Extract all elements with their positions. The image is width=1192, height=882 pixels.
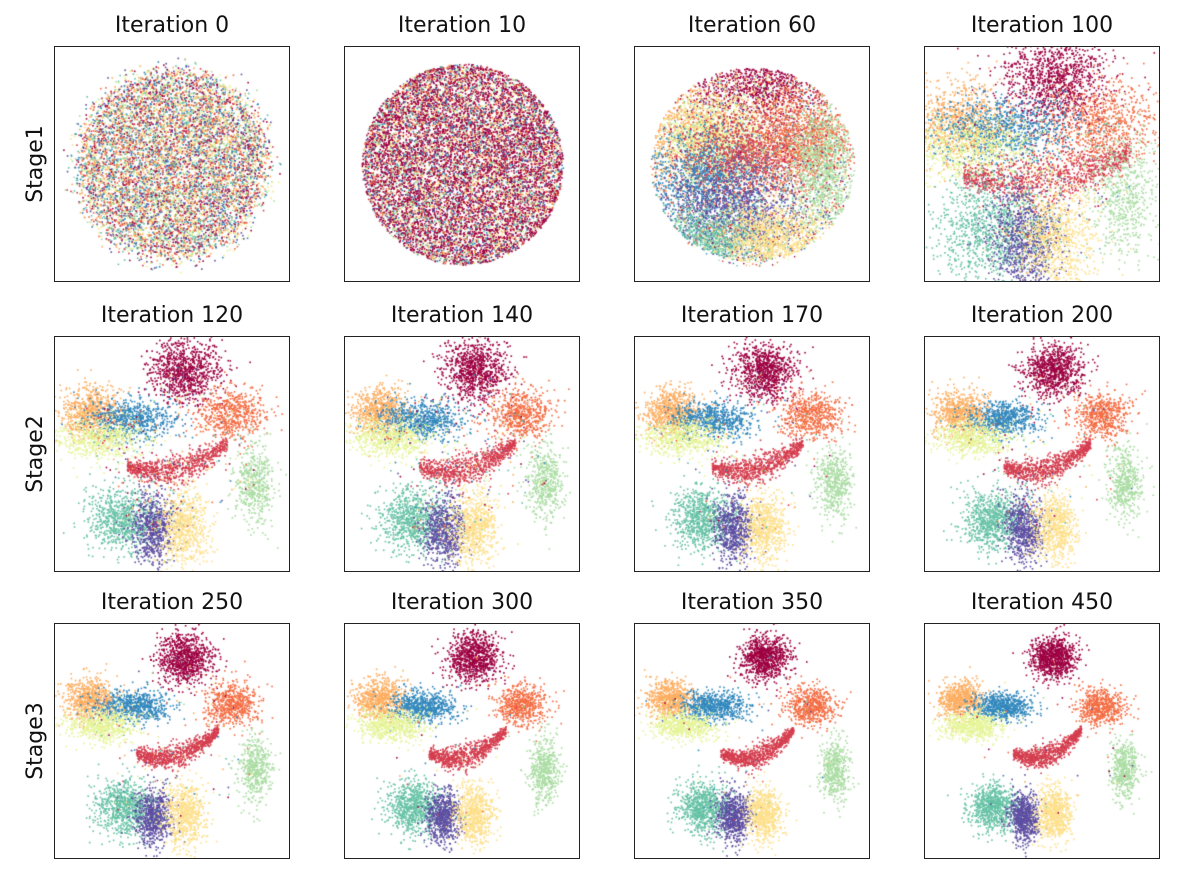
scatter-points <box>925 47 1159 281</box>
scatter-points <box>635 337 869 571</box>
scatter-panel <box>344 336 580 572</box>
panel-title: Iteration 250 <box>100 590 244 615</box>
scatter-points <box>345 624 579 858</box>
panel-title: Iteration 170 <box>680 303 824 328</box>
scatter-panel <box>634 336 870 572</box>
scatter-panel <box>54 336 290 572</box>
row-label-stage2: Stage2 <box>23 415 48 493</box>
scatter-panel <box>634 623 870 859</box>
row-label-stage3: Stage3 <box>23 702 48 780</box>
panel-title: Iteration 140 <box>390 303 534 328</box>
scatter-points <box>55 337 289 571</box>
panel-title: Iteration 350 <box>680 590 824 615</box>
panel-title: Iteration 200 <box>970 303 1114 328</box>
scatter-panel <box>344 623 580 859</box>
scatter-panel <box>54 623 290 859</box>
row-label-stage1: Stage1 <box>23 125 48 203</box>
scatter-points <box>345 47 579 281</box>
panel-title: Iteration 120 <box>100 303 244 328</box>
panel-title: Iteration 60 <box>687 13 817 38</box>
panel-title: Iteration 300 <box>390 590 534 615</box>
panel-title: Iteration 450 <box>970 590 1114 615</box>
scatter-points <box>635 624 869 858</box>
panel-title: Iteration 100 <box>970 13 1114 38</box>
scatter-points <box>925 337 1159 571</box>
scatter-points <box>345 337 579 571</box>
scatter-points <box>635 47 869 281</box>
panel-title: Iteration 0 <box>114 13 230 38</box>
panel-title: Iteration 10 <box>397 13 527 38</box>
scatter-points <box>55 624 289 858</box>
scatter-panel <box>924 336 1160 572</box>
scatter-panel <box>344 46 580 282</box>
scatter-panel <box>634 46 870 282</box>
scatter-points <box>925 624 1159 858</box>
scatter-points <box>55 47 289 281</box>
scatter-panel <box>924 623 1160 859</box>
scatter-panel <box>924 46 1160 282</box>
scatter-panel <box>54 46 290 282</box>
